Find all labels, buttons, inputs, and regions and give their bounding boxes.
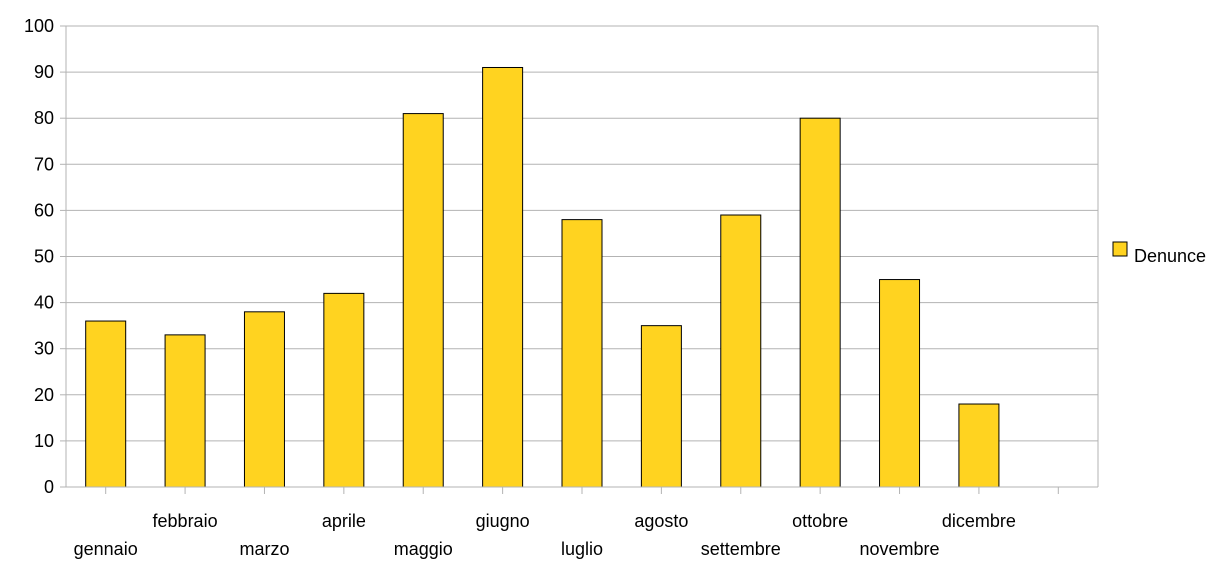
x-tick-label: ottobre bbox=[792, 511, 848, 531]
x-tick-label: febbraio bbox=[153, 511, 218, 531]
y-tick-label: 20 bbox=[34, 385, 54, 405]
bar-agosto bbox=[640, 325, 682, 488]
legend: Denunce bbox=[1112, 241, 1206, 266]
y-tick-label: 30 bbox=[34, 339, 54, 359]
x-tick-label: settembre bbox=[701, 539, 781, 559]
x-tick-label: luglio bbox=[561, 539, 603, 559]
y-tick-label: 50 bbox=[34, 247, 54, 267]
bar-novembre bbox=[879, 279, 921, 488]
x-tick-label: giugno bbox=[476, 511, 530, 531]
bar-maggio bbox=[402, 113, 444, 488]
legend-label-denunce: Denunce bbox=[1134, 246, 1206, 266]
y-tick-label: 60 bbox=[34, 200, 54, 220]
bar-luglio bbox=[561, 219, 603, 488]
bar-gennaio bbox=[85, 320, 127, 488]
bar-aprile bbox=[323, 292, 365, 488]
y-tick-label: 0 bbox=[44, 477, 54, 497]
bar-ottobre bbox=[799, 117, 841, 488]
x-tick-label: marzo bbox=[239, 539, 289, 559]
bars bbox=[85, 66, 1000, 488]
y-axis: 0 10 20 30 40 50 60 70 80 90 100 bbox=[24, 16, 67, 497]
y-tick-label: 80 bbox=[34, 108, 54, 128]
x-tick-label: gennaio bbox=[74, 539, 138, 559]
bar-marzo bbox=[243, 311, 285, 488]
y-tick-label: 70 bbox=[34, 154, 54, 174]
y-tick-label: 100 bbox=[24, 16, 54, 36]
legend-swatch-denunce bbox=[1112, 241, 1128, 257]
y-tick-label: 40 bbox=[34, 293, 54, 313]
x-tick-label: novembre bbox=[860, 539, 940, 559]
bar-febbraio bbox=[164, 334, 206, 488]
y-tick-label: 10 bbox=[34, 431, 54, 451]
bar-giugno bbox=[482, 66, 524, 488]
bar-dicembre bbox=[958, 403, 1000, 488]
bar-settembre bbox=[720, 214, 762, 488]
x-tick-label: maggio bbox=[394, 539, 453, 559]
y-tick-label: 90 bbox=[34, 62, 54, 82]
x-tick-label: dicembre bbox=[942, 511, 1016, 531]
x-axis: gennaio febbraio marzo aprile maggio giugno lu… bbox=[66, 486, 1098, 559]
x-tick-label: aprile bbox=[322, 511, 366, 531]
x-tick-label: agosto bbox=[634, 511, 688, 531]
